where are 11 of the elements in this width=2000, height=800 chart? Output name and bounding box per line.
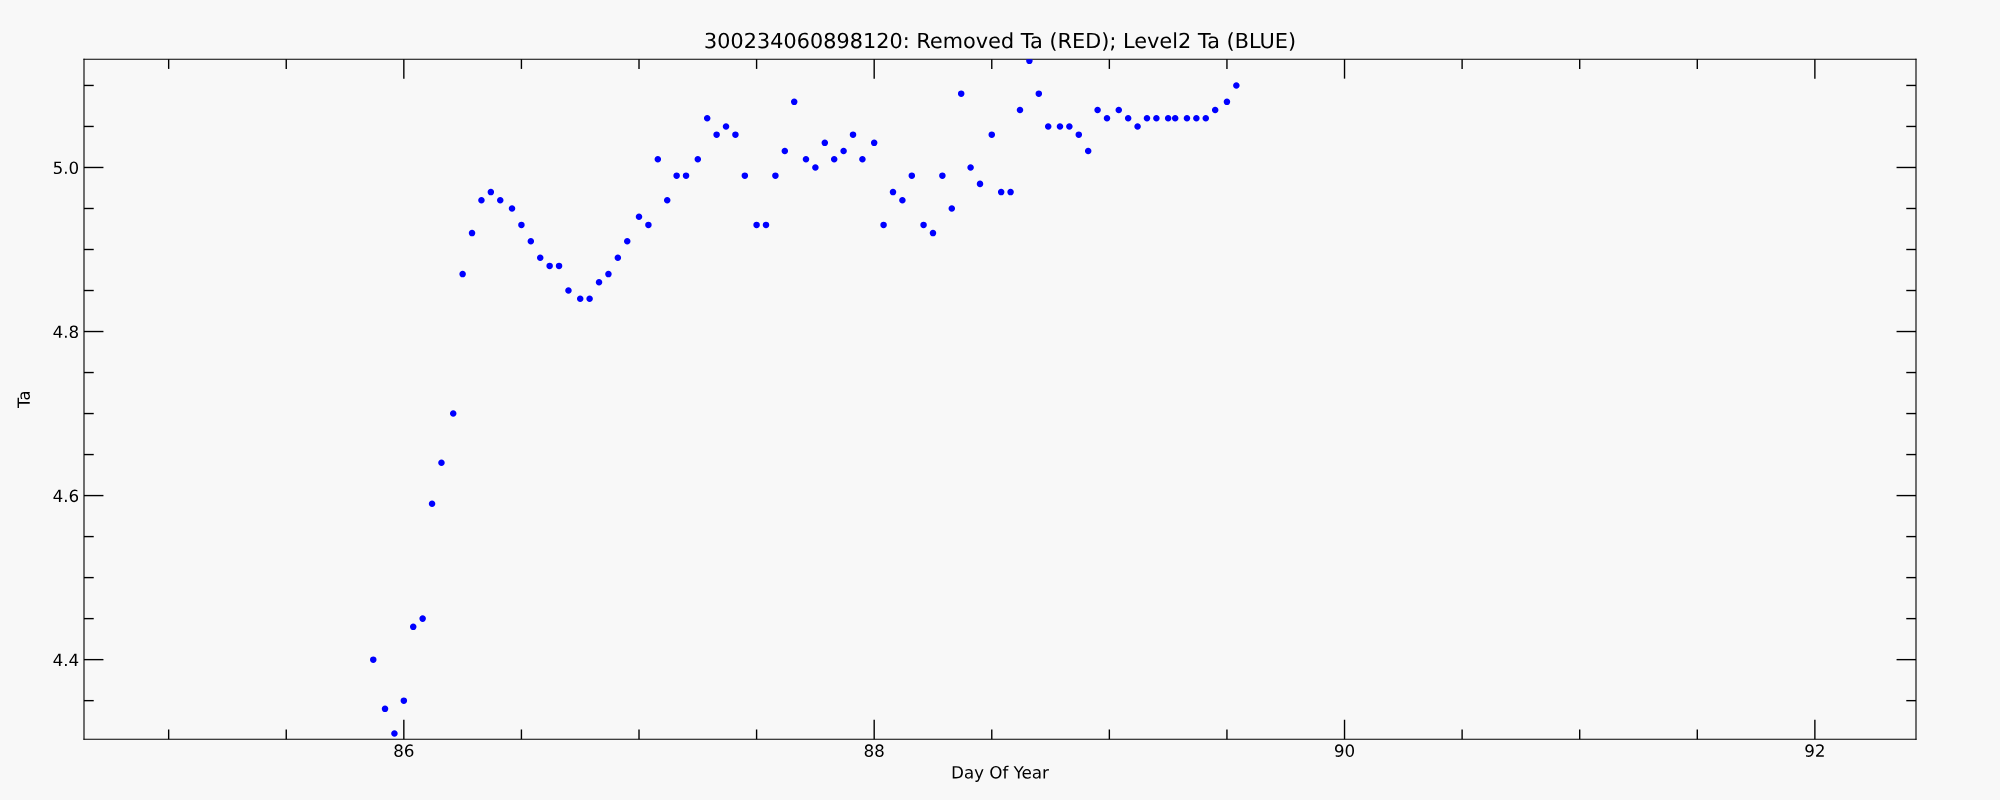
y-axis-title: Ta [17,391,30,409]
chart-title: 300234060898120: Removed Ta (RED); Level2 Ta (BLUE) [705,32,1295,51]
x-tick-label: 88 [864,744,884,757]
x-tick-label: 92 [1805,744,1824,757]
x-tick-label: 90 [1334,744,1355,757]
y-tick-label: 5.0 [53,161,79,175]
x-tick-label: 86 [394,744,414,757]
y-tick-label: 4.4 [53,653,79,666]
y-tick-label: 4.6 [53,489,79,503]
y-tick-label: 4.8 [53,325,78,339]
x-axis-title: Day Of Year [952,765,1049,782]
